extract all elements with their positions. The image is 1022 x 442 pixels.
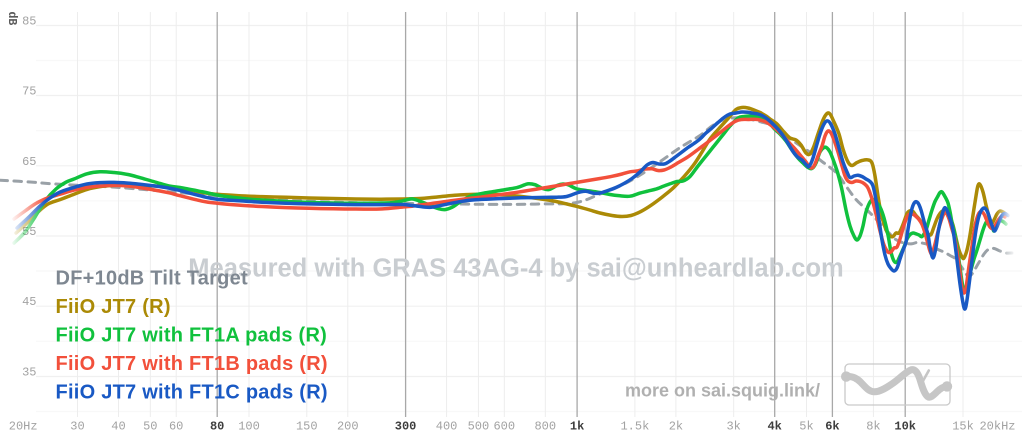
svg-text:FiiO JT7 with FT1C pads (R): FiiO JT7 with FT1C pads (R) xyxy=(56,382,328,404)
svg-text:1k: 1k xyxy=(570,420,584,434)
svg-text:10k: 10k xyxy=(894,420,916,434)
svg-text:DF+10dB Tilt Target: DF+10dB Tilt Target xyxy=(56,267,248,289)
svg-text:50: 50 xyxy=(143,420,157,434)
svg-text:FiiO JT7 with FT1B pads (R): FiiO JT7 with FT1B pads (R) xyxy=(56,353,328,375)
svg-text:6k: 6k xyxy=(825,420,839,434)
svg-text:45: 45 xyxy=(22,295,36,309)
svg-text:100: 100 xyxy=(238,420,260,434)
svg-text:75: 75 xyxy=(22,85,36,99)
svg-text:Measured with GRAS 43AG-4 by s: Measured with GRAS 43AG-4 by sai@unheard… xyxy=(188,255,843,283)
svg-text:80: 80 xyxy=(210,420,224,434)
svg-text:5k: 5k xyxy=(799,420,813,434)
svg-text:300: 300 xyxy=(395,420,417,434)
svg-text:8k: 8k xyxy=(866,420,880,434)
svg-text:1.5k: 1.5k xyxy=(620,420,649,434)
svg-text:40: 40 xyxy=(111,420,125,434)
svg-text:15k: 15k xyxy=(952,420,974,434)
svg-text:more on sai.squig.link/: more on sai.squig.link/ xyxy=(625,381,820,401)
svg-text:20Hz: 20Hz xyxy=(9,420,38,434)
svg-text:60: 60 xyxy=(169,420,183,434)
svg-text:FiiO JT7 (R): FiiO JT7 (R) xyxy=(56,296,171,318)
svg-text:3k: 3k xyxy=(726,420,740,434)
svg-text:150: 150 xyxy=(296,420,318,434)
svg-text:200: 200 xyxy=(337,420,359,434)
svg-text:dB: dB xyxy=(5,12,18,26)
svg-text:4k: 4k xyxy=(767,420,781,434)
svg-text:800: 800 xyxy=(534,420,556,434)
svg-text:35: 35 xyxy=(22,366,36,380)
svg-text:600: 600 xyxy=(493,420,515,434)
svg-text:85: 85 xyxy=(22,15,36,29)
svg-text:500: 500 xyxy=(468,420,490,434)
svg-text:2k: 2k xyxy=(669,420,683,434)
svg-text:65: 65 xyxy=(22,155,36,169)
svg-text:FiiO JT7 with FT1A pads (R): FiiO JT7 with FT1A pads (R) xyxy=(56,325,328,347)
svg-text:30: 30 xyxy=(70,420,84,434)
svg-text:400: 400 xyxy=(436,420,458,434)
svg-text:20kHz: 20kHz xyxy=(979,420,1015,434)
